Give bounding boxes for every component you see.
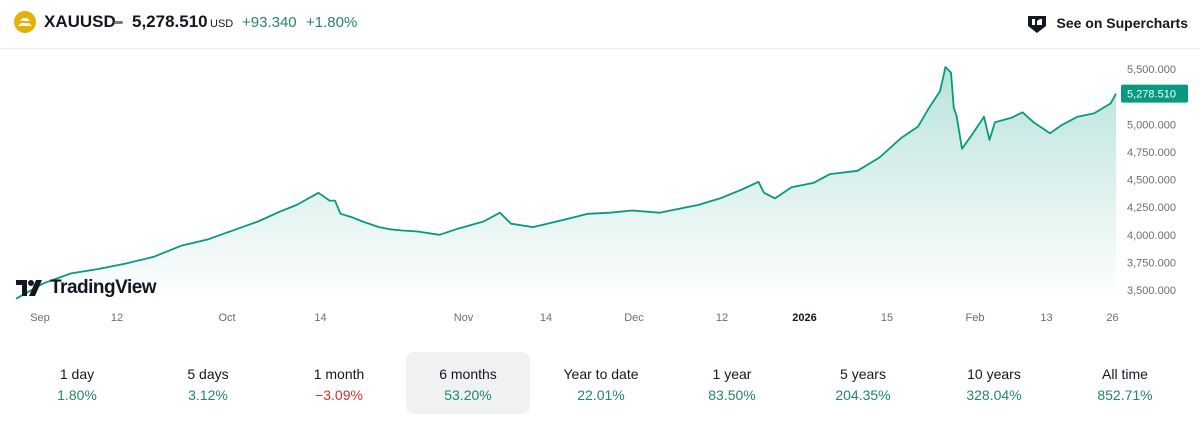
price-chart[interactable]: 3,500.000 3,750.000 4,000.000 4,250.000 4,50… xyxy=(0,50,1200,340)
x-axis: Sep 12 Oct 14 Nov 14 Dec 12 2026 15 Feb 13 26 xyxy=(30,312,1118,324)
period-tab-value: −3.09% xyxy=(315,387,363,403)
symbol-name[interactable]: XAUUSD xyxy=(44,12,116,31)
last-price-tag: 5,278.510 xyxy=(1121,84,1188,103)
x-tick-label: 13 xyxy=(1040,312,1052,324)
period-tab-label: Year to date xyxy=(563,366,639,382)
y-tick-label: 3,500.000 xyxy=(1127,285,1176,297)
period-tab[interactable]: 1 day 1.80% xyxy=(15,352,139,414)
tradingview-wordmark: TradingView xyxy=(50,277,157,298)
period-tab-value: 1.80% xyxy=(57,387,97,403)
period-tab-label: 1 day xyxy=(59,366,95,382)
period-tab-value: 328.04% xyxy=(966,387,1022,403)
period-tab-label: 6 months xyxy=(439,366,497,382)
period-tab-value: 53.20% xyxy=(444,387,492,403)
period-tab-label: All time xyxy=(1102,366,1148,382)
last-price: 5,278.510 xyxy=(132,12,208,31)
last-price-tag-bg xyxy=(1121,84,1188,103)
price-line xyxy=(15,66,1117,300)
x-tick-label: 12 xyxy=(111,312,123,324)
period-tab-value: 83.50% xyxy=(708,387,756,403)
price-change-absolute: +93.340 xyxy=(242,14,297,31)
see-on-supercharts-link[interactable]: See on Supercharts xyxy=(1025,11,1189,35)
period-tab-value: 3.12% xyxy=(188,387,228,403)
y-tick-label: 4,000.000 xyxy=(1127,230,1176,242)
x-tick-label: 14 xyxy=(540,312,552,324)
tradingview-watermark: TradingView xyxy=(16,277,157,299)
period-tab[interactable]: 5 years 204.35% xyxy=(801,352,925,414)
tradingview-logo-icon xyxy=(16,278,46,298)
period-tab-label: 1 year xyxy=(712,366,752,382)
period-tab[interactable]: 1 year 83.50% xyxy=(670,352,794,414)
x-tick-label: 2026 xyxy=(792,312,816,324)
x-tick-label: Feb xyxy=(966,312,985,324)
period-tabs: 1 day 1.80% 5 days 3.12% 1 month −3.09% 6 mont… xyxy=(15,352,1185,414)
x-tick-label: 12 xyxy=(716,312,728,324)
x-tick-label: Sep xyxy=(30,312,50,324)
period-tab[interactable]: Year to date 22.01% xyxy=(539,352,663,414)
price-change-percent: +1.80% xyxy=(306,14,358,31)
period-tab-label: 1 month xyxy=(313,366,365,382)
x-tick-label: Nov xyxy=(454,312,474,324)
symbol-header: XAUUSD 5,278.510 USD +93.340 +1.80% See … xyxy=(0,0,1200,48)
y-tick-label: 4,250.000 xyxy=(1127,202,1176,214)
y-tick-label: 5,000.000 xyxy=(1127,119,1176,131)
y-tick-label: 3,750.000 xyxy=(1127,257,1176,269)
supercharts-icon xyxy=(1025,11,1049,35)
period-tab-label: 10 years xyxy=(967,366,1021,382)
last-price-tag-label: 5,278.510 xyxy=(1127,89,1176,101)
period-tab[interactable]: 5 days 3.12% xyxy=(146,352,270,414)
gold-bars-icon xyxy=(14,11,36,33)
y-tick-label: 5,500.000 xyxy=(1127,64,1176,76)
period-tab-label: 5 days xyxy=(187,366,229,382)
supercharts-label: See on Supercharts xyxy=(1056,15,1189,31)
x-tick-label: 15 xyxy=(881,312,893,324)
period-tab-value: 852.71% xyxy=(1097,387,1153,403)
period-tab[interactable]: 6 months 53.20% xyxy=(406,352,530,414)
header-divider xyxy=(0,48,1200,49)
period-tab-value: 204.35% xyxy=(835,387,891,403)
period-tab[interactable]: 1 month −3.09% xyxy=(277,352,401,414)
y-tick-label: 4,500.000 xyxy=(1127,175,1176,187)
y-tick-label: 4,750.000 xyxy=(1127,147,1176,159)
period-tab[interactable]: All time 852.71% xyxy=(1063,352,1187,414)
period-tab-value: 22.01% xyxy=(577,387,625,403)
x-tick-label: Oct xyxy=(218,312,235,324)
currency-label: USD xyxy=(210,18,234,30)
x-tick-label: Dec xyxy=(624,312,644,324)
price-area-fill xyxy=(16,67,1116,301)
period-tab[interactable]: 10 years 328.04% xyxy=(932,352,1056,414)
period-tab-label: 5 years xyxy=(840,366,886,382)
x-tick-label: 14 xyxy=(314,312,326,324)
x-tick-label: 26 xyxy=(1106,312,1118,324)
separator-dot xyxy=(114,21,123,24)
